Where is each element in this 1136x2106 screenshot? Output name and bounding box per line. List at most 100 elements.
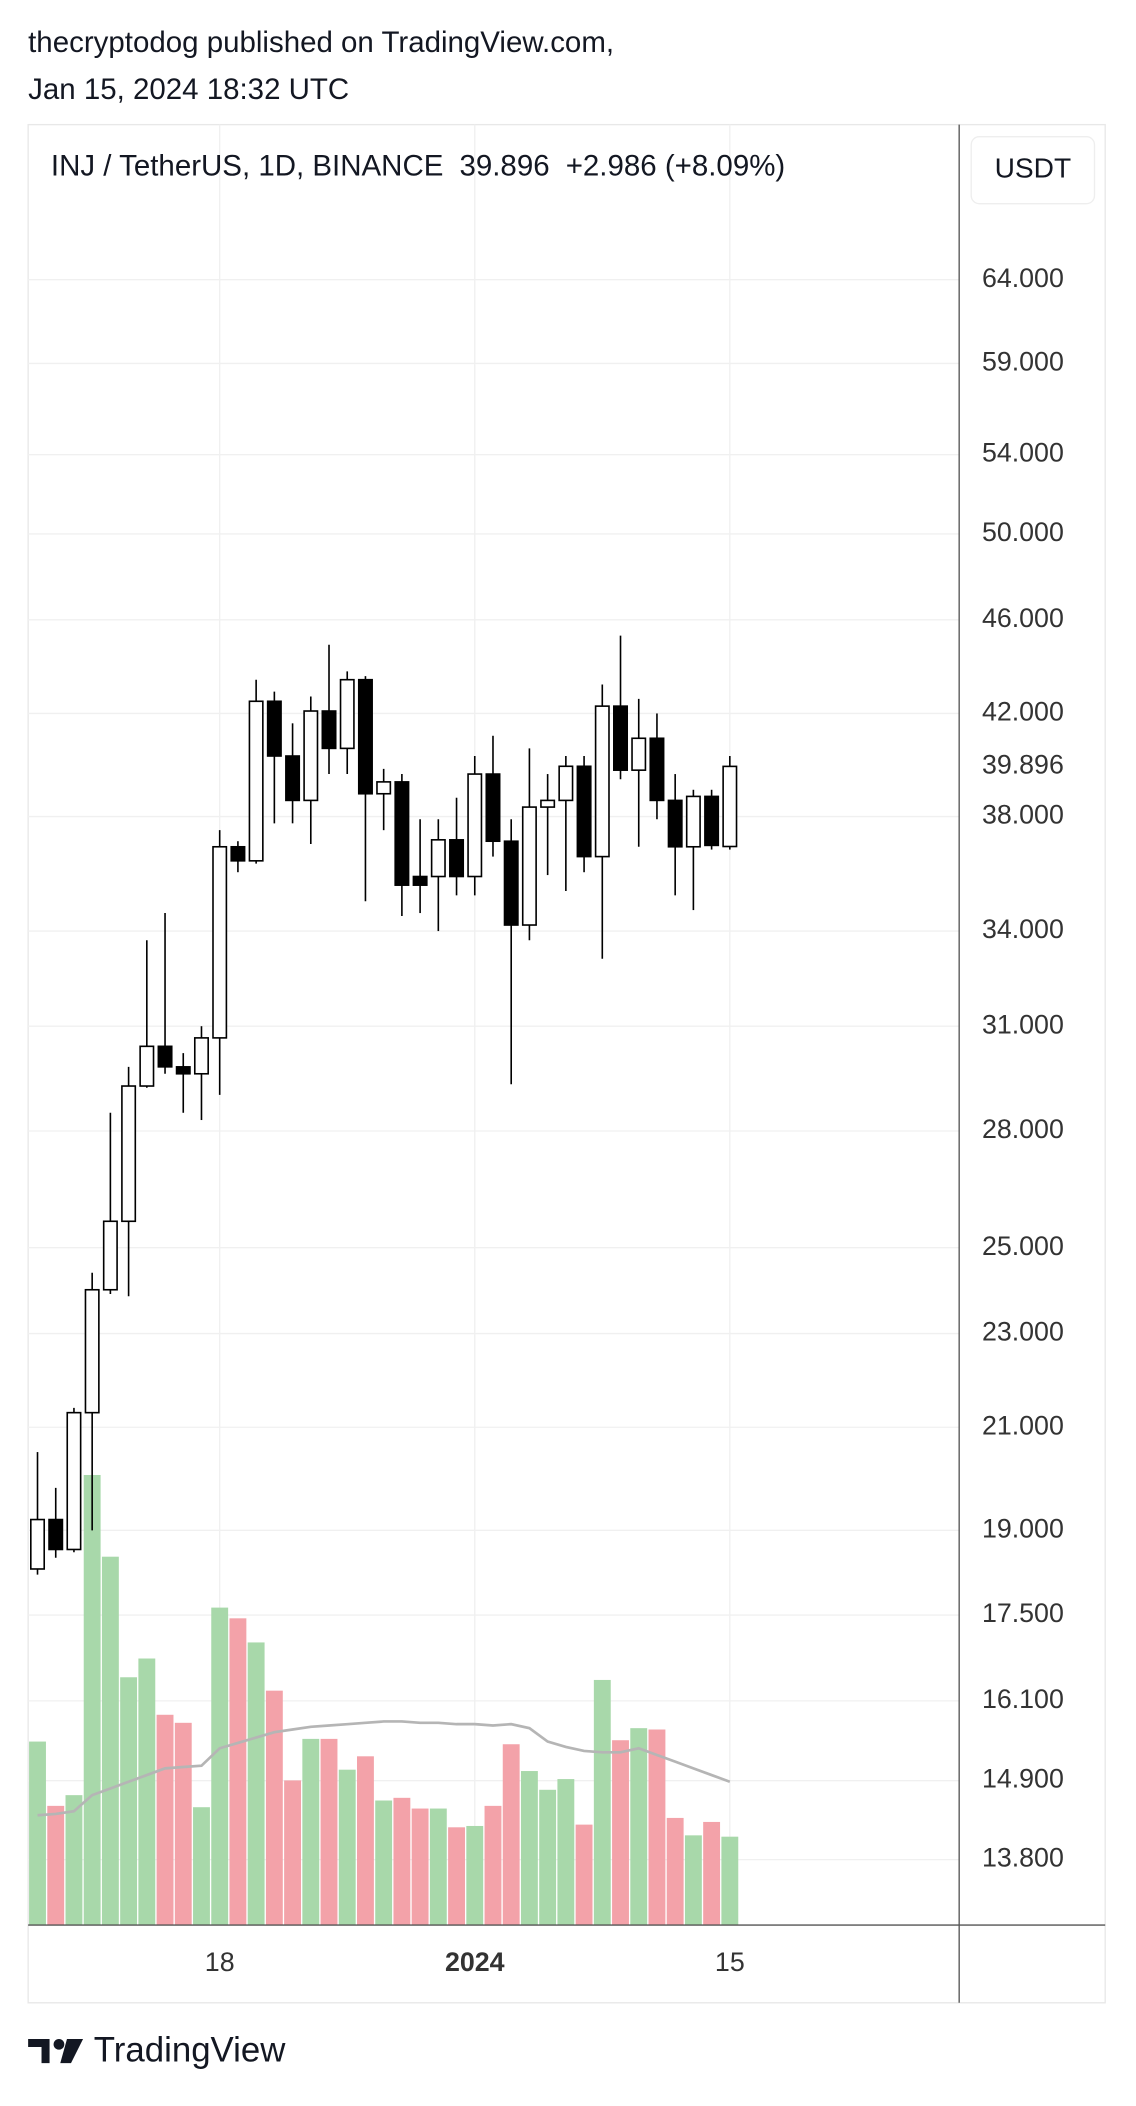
- x-tick-label: 15: [715, 1947, 745, 1977]
- candle-body: [30, 1518, 46, 1570]
- volume-bar: [302, 1738, 320, 1926]
- candle-body: [521, 806, 537, 926]
- y-tick-label: 38.000: [982, 800, 1064, 830]
- volume-bar: [320, 1738, 338, 1926]
- candle-body: [212, 845, 228, 1039]
- candle-body: [266, 700, 282, 757]
- legend: INJ / TetherUS, 1D, BINANCE 39.896 +2.986 …: [51, 149, 785, 182]
- volume-bar: [393, 1797, 411, 1926]
- candle-body: [394, 781, 410, 886]
- volume-bar: [284, 1780, 302, 1926]
- y-tick-label: 46.000: [982, 603, 1064, 633]
- x-tick-label: 18: [205, 1947, 235, 1977]
- volume-bar: [666, 1817, 684, 1926]
- candle-body: [230, 845, 246, 862]
- y-tick-label: 31.000: [982, 1009, 1064, 1039]
- candle-body: [467, 773, 483, 878]
- volume-bar: [229, 1618, 247, 1926]
- volume-bar: [466, 1825, 484, 1926]
- volume-bar: [575, 1824, 593, 1926]
- candle-body: [193, 1037, 209, 1075]
- candle-body: [339, 678, 355, 750]
- author-line: thecryptodog published on TradingView.co…: [28, 26, 614, 59]
- volume-bar: [448, 1827, 465, 1926]
- candle-body: [558, 765, 574, 802]
- y-tick-label: 34.000: [982, 914, 1064, 944]
- volume-bar: [648, 1729, 666, 1926]
- candle-body: [649, 737, 665, 802]
- candle-body: [594, 705, 610, 858]
- candle-body: [357, 678, 373, 795]
- candle-body: [485, 773, 501, 843]
- volume-bar: [156, 1714, 174, 1926]
- volume-bar: [612, 1740, 629, 1926]
- candle-body: [704, 795, 720, 847]
- y-tick-label: 13.800: [982, 1843, 1064, 1873]
- volume-bar: [484, 1805, 502, 1926]
- candle-body: [84, 1288, 100, 1414]
- volume-bar: [429, 1808, 447, 1926]
- candle-body: [175, 1066, 191, 1075]
- y-tick-label: 23.000: [982, 1317, 1064, 1347]
- y-tick-label: 25.000: [982, 1231, 1064, 1261]
- volume-bar: [120, 1677, 138, 1926]
- volume-bar: [83, 1474, 101, 1926]
- candle-body: [376, 781, 392, 795]
- volume-bar: [539, 1789, 557, 1926]
- candle-body: [540, 799, 556, 808]
- volume-bar: [101, 1556, 119, 1926]
- price-change: +2.986 (+8.09%): [566, 149, 786, 182]
- candle-body: [248, 700, 264, 862]
- candle-body: [449, 839, 465, 878]
- y-tick-label: 42.000: [982, 697, 1064, 727]
- volume-bar: [174, 1722, 192, 1926]
- last-price-label: 39.896: [982, 749, 1064, 779]
- y-tick-label: 17.500: [982, 1598, 1064, 1628]
- candle-body: [685, 795, 701, 848]
- candle-body: [139, 1045, 155, 1087]
- volume-bar: [193, 1807, 210, 1926]
- x-tick-label: 2024: [445, 1947, 505, 1977]
- volume-bar: [721, 1836, 739, 1926]
- candle-body: [631, 737, 647, 771]
- brand: TradingView: [94, 2031, 287, 2070]
- volume-bar: [138, 1658, 156, 1926]
- candle-body: [48, 1518, 64, 1551]
- volume-bar: [338, 1769, 356, 1926]
- y-tick-label: 59.000: [982, 347, 1064, 377]
- candle-body: [102, 1220, 118, 1291]
- candle-body: [667, 799, 683, 848]
- volume-bar: [502, 1744, 520, 1926]
- currency-button[interactable]: [970, 136, 1096, 205]
- volume-bar: [375, 1800, 393, 1926]
- candle-body: [576, 765, 592, 858]
- y-tick-label: 28.000: [982, 1114, 1064, 1144]
- chart-frame: [27, 123, 1106, 2004]
- y-tick-label: 16.100: [982, 1684, 1064, 1714]
- volume-bar: [557, 1779, 575, 1926]
- volume-bar: [47, 1805, 65, 1926]
- candle-body: [412, 875, 428, 886]
- volume-bar: [357, 1756, 374, 1926]
- candle-body: [722, 765, 738, 848]
- volume-bar: [593, 1679, 611, 1926]
- candle-body: [121, 1085, 137, 1223]
- candle-body: [613, 705, 629, 771]
- volume-bar: [630, 1728, 648, 1926]
- volume-bar: [211, 1607, 229, 1926]
- candle-body: [157, 1045, 173, 1068]
- candle-body: [285, 755, 301, 802]
- candle-body: [430, 839, 446, 878]
- currency: USDT: [995, 153, 1072, 184]
- volume-bar: [65, 1795, 83, 1926]
- candle-body: [321, 710, 337, 750]
- volume-bar: [29, 1741, 46, 1926]
- volume-ma-line: [37, 1720, 731, 1817]
- y-tick-label: 64.000: [982, 263, 1064, 293]
- symbol: INJ / TetherUS, 1D, BINANCE: [51, 149, 444, 182]
- volume-bar: [684, 1835, 702, 1926]
- y-tick-label: 21.000: [982, 1410, 1064, 1440]
- y-tick-label: 54.000: [982, 438, 1064, 468]
- candle-body: [303, 710, 319, 802]
